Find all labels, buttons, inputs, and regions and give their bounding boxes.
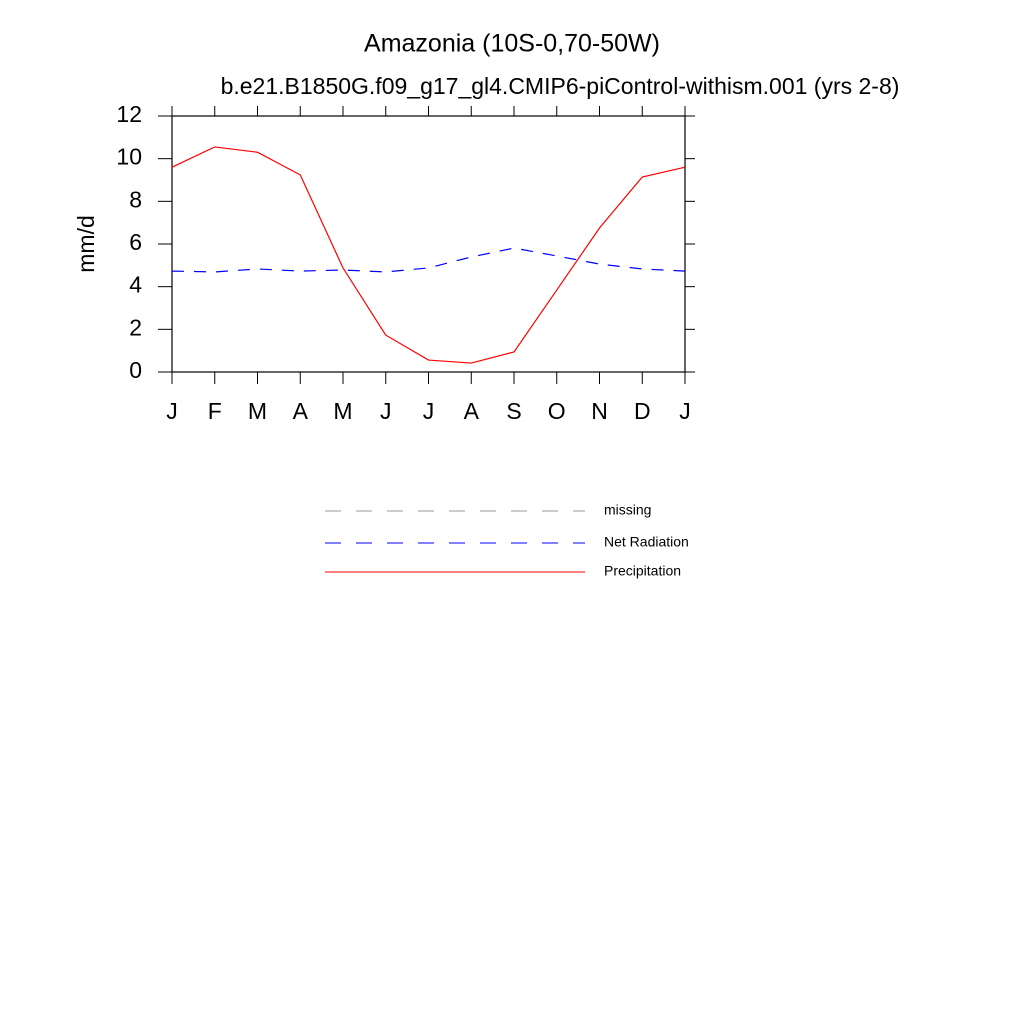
data-line (171, 146, 686, 364)
x-tick-label: J (423, 398, 435, 424)
x-tick-label: M (248, 398, 267, 424)
y-tick-label: 12 (116, 101, 142, 127)
x-tick-label: J (679, 398, 691, 424)
x-tick-label: M (333, 398, 352, 424)
x-tick-label: N (591, 398, 608, 424)
x-tick-label: A (464, 398, 480, 424)
y-tick-label: 8 (129, 186, 142, 212)
chart-title: Amazonia (10S-0,70-50W) (364, 30, 660, 58)
legend-label: missing (604, 502, 651, 518)
x-tick-label: S (506, 398, 521, 424)
y-tick-label: 6 (129, 229, 142, 255)
y-tick-label: 10 (116, 144, 142, 170)
x-tick-label: F (208, 398, 222, 424)
x-tick-label: O (548, 398, 566, 424)
legend-label: Net Radiation (604, 534, 689, 550)
y-tick-label: 4 (129, 272, 142, 298)
x-tick-label: J (380, 398, 392, 424)
y-axis-label: mm/d (73, 215, 99, 273)
y-tick-label: 0 (129, 357, 142, 383)
y-tick-label: 2 (129, 314, 142, 340)
legend-label: Precipitation (604, 563, 681, 579)
x-tick-label: J (166, 398, 178, 424)
x-tick-label: A (293, 398, 309, 424)
chart-subtitle: b.e21.B1850G.f09_g17_gl4.CMIP6-piControl… (221, 73, 900, 99)
x-tick-label: D (634, 398, 651, 424)
